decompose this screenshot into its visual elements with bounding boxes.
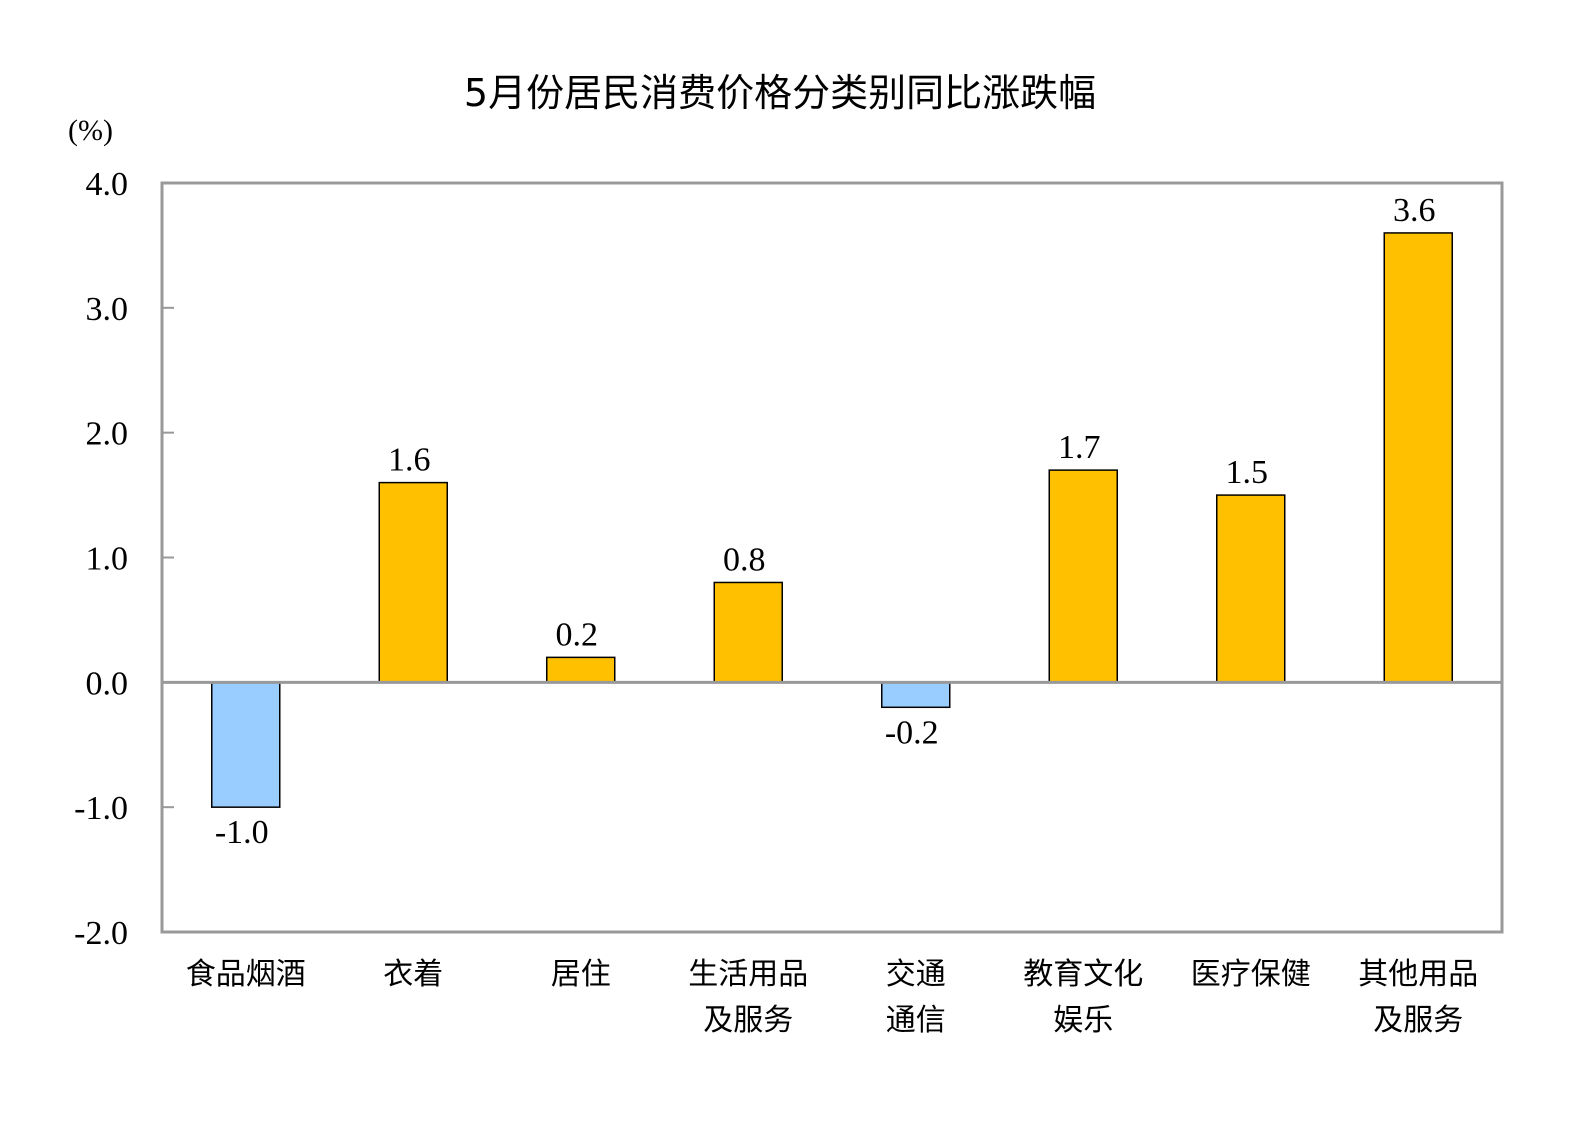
- y-tick-label: 2.0: [86, 416, 129, 453]
- plot-frame: [160, 181, 1504, 934]
- data-label: 0.2: [556, 616, 599, 653]
- x-category-label: 通信: [886, 1003, 946, 1038]
- x-category-label: 教育文化: [1023, 957, 1143, 992]
- y-tick-label: 3.0: [86, 291, 129, 328]
- data-label: -0.2: [885, 714, 939, 751]
- bar: [713, 581, 783, 684]
- bar: [881, 681, 951, 709]
- x-category-label: 及服务: [1373, 1003, 1463, 1038]
- x-category-label: 居住: [551, 957, 611, 992]
- data-label: 3.6: [1393, 192, 1436, 229]
- y-axis-unit: (%): [68, 114, 113, 147]
- x-category-label: 食品烟酒: [186, 957, 306, 992]
- y-tick-label: -1.0: [74, 790, 128, 827]
- chart-title: 5月份居民消费价格分类别同比涨跌幅: [463, 71, 1097, 115]
- y-tick-label: -2.0: [74, 915, 128, 952]
- bar: [211, 681, 281, 808]
- data-label: 1.7: [1058, 429, 1101, 466]
- y-tick-label: 1.0: [86, 541, 129, 578]
- data-label: 0.8: [723, 541, 766, 578]
- bar: [1383, 232, 1453, 684]
- x-category-label: 衣着: [383, 957, 443, 992]
- x-category-label: 医疗保健: [1191, 957, 1311, 992]
- x-category-label: 交通: [886, 957, 946, 992]
- bar: [1216, 494, 1286, 684]
- x-category-label: 娱乐: [1053, 1003, 1113, 1038]
- data-label: 1.5: [1226, 454, 1269, 491]
- bar: [378, 481, 448, 684]
- y-tick-label: 4.0: [86, 166, 129, 203]
- x-category-label: 其他用品: [1358, 957, 1478, 992]
- data-label: -1.0: [215, 814, 269, 851]
- bar: [1048, 469, 1118, 684]
- x-category-label: 生活用品: [688, 957, 808, 992]
- y-tick-label: 0.0: [86, 665, 129, 702]
- bar: [546, 656, 616, 684]
- data-label: 1.6: [388, 442, 431, 479]
- x-category-label: 及服务: [703, 1003, 793, 1038]
